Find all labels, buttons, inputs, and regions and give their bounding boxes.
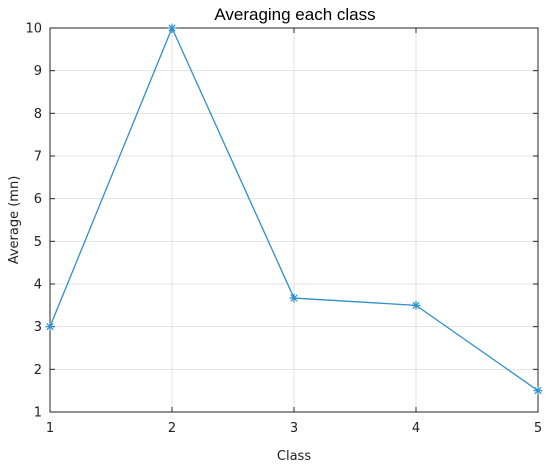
x-tick-label: 4 [412,421,420,436]
y-tick-label: 3 [34,320,42,335]
data-point [411,300,421,310]
y-tick-label: 4 [34,278,42,293]
data-point [533,386,543,396]
x-tick-label: 1 [46,421,54,436]
y-axis-label: Average (mn) [7,176,22,265]
data-point [45,322,55,332]
y-tick-label: 7 [34,150,42,165]
y-tick-label: 1 [34,406,42,421]
ticks: 1 2 3 4 5 1 2 3 4 5 6 7 8 9 10 [25,22,542,437]
x-tick-label: 5 [534,421,542,436]
y-tick-label: 10 [25,22,42,37]
series [45,23,543,396]
y-tick-label: 9 [34,64,42,79]
y-tick-label: 2 [34,363,42,378]
y-tick-label: 6 [34,192,42,207]
x-tick-label: 3 [290,421,298,436]
x-tick-label: 2 [168,421,176,436]
y-tick-label: 8 [34,107,42,122]
data-point [167,23,177,33]
y-tick-label: 5 [34,235,42,250]
grid [49,27,539,413]
x-axis-label: Class [277,449,311,464]
chart-title: Averaging each class [214,5,375,24]
data-point [289,293,299,303]
